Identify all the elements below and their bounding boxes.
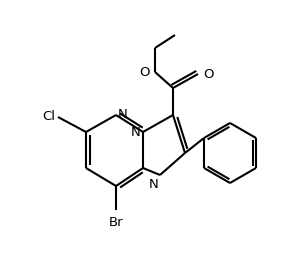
- Text: O: O: [203, 68, 214, 80]
- Text: Cl: Cl: [42, 110, 55, 123]
- Text: O: O: [139, 66, 150, 79]
- Text: N: N: [148, 178, 158, 191]
- Text: N: N: [118, 108, 128, 122]
- Text: Br: Br: [109, 216, 123, 229]
- Text: N: N: [131, 125, 141, 139]
